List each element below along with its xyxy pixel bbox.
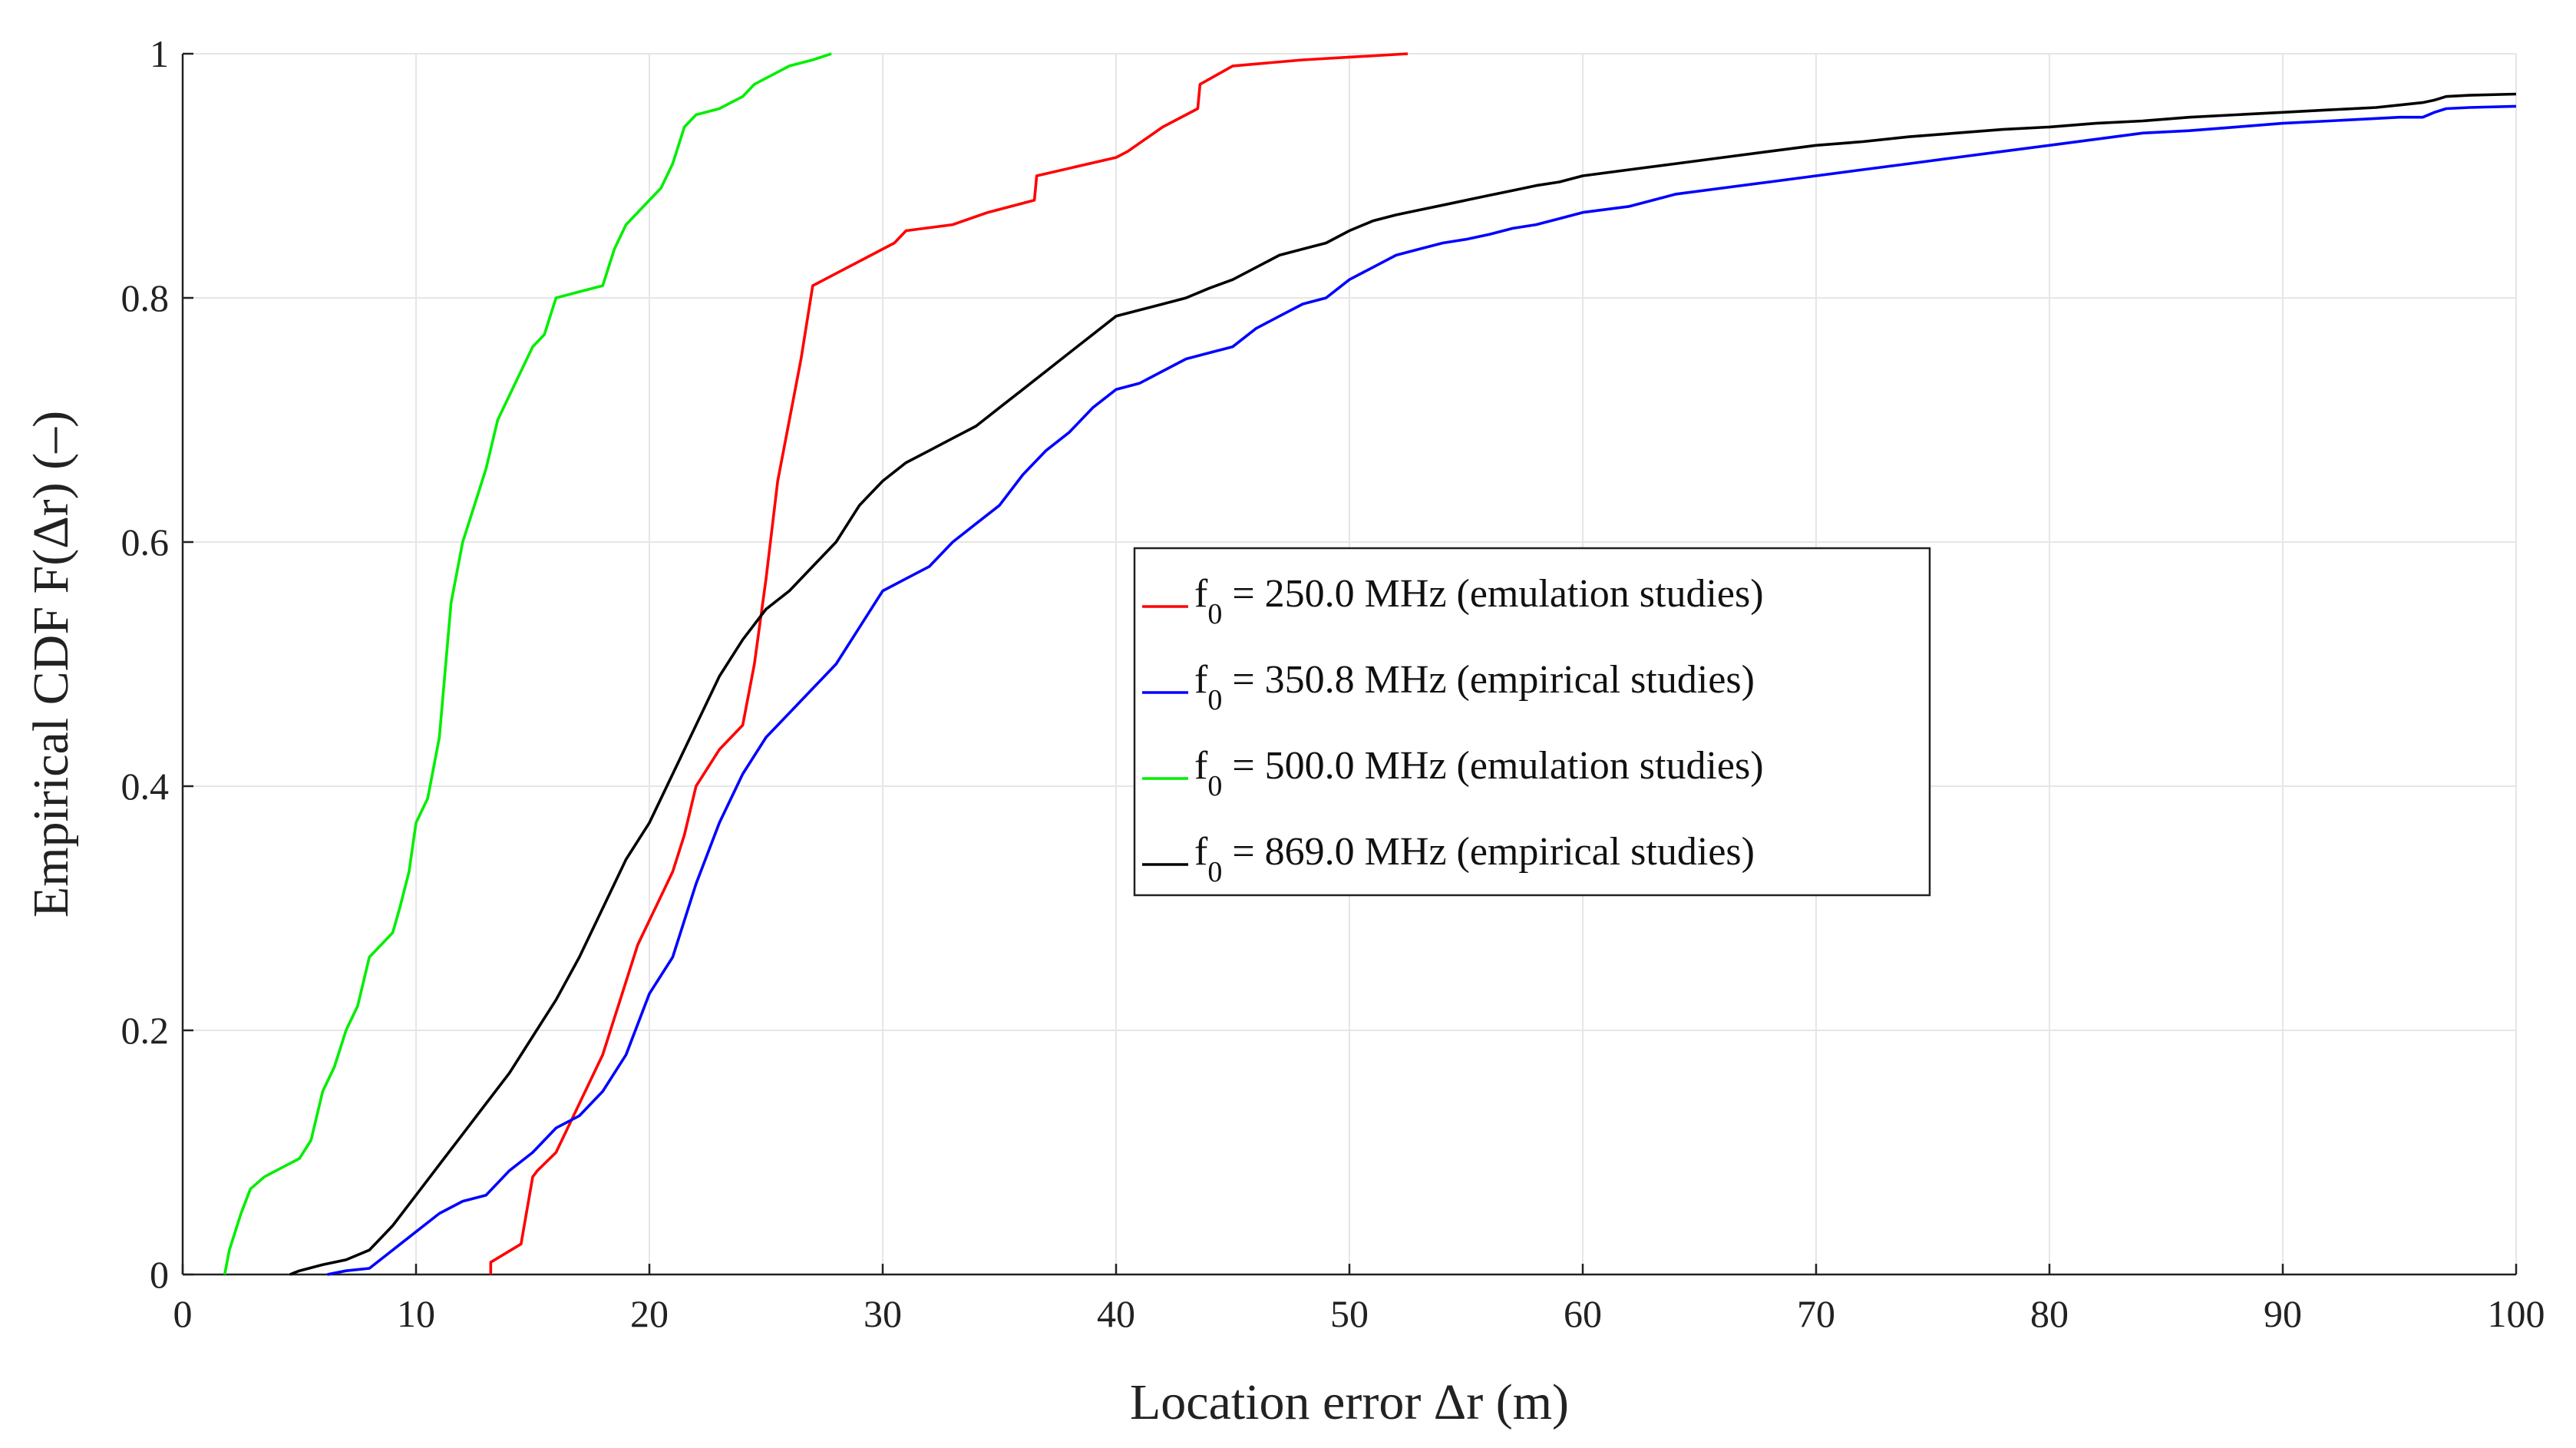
- legend-label-sub: 0: [1207, 684, 1222, 716]
- legend-label-sub: 0: [1207, 856, 1222, 888]
- y-tick-label: 0.6: [121, 521, 170, 564]
- x-tick-label: 90: [2264, 1292, 2302, 1335]
- series-line-2: [223, 52, 832, 1275]
- legend: f0 = 250.0 MHz (emulation studies)f0 = 3…: [1133, 547, 1931, 897]
- x-tick-label: 80: [2030, 1292, 2069, 1335]
- legend-label-0: f0 = 250.0 MHz (emulation studies): [1194, 572, 1764, 630]
- x-tick-label: 10: [397, 1292, 435, 1335]
- legend-label-main: f: [1194, 830, 1208, 874]
- series-line-1: [327, 104, 2517, 1276]
- legend-label-rest: = 250.0 MHz (emulation studies): [1222, 572, 1763, 616]
- legend-label-sub: 0: [1207, 598, 1222, 630]
- x-tick-label: 0: [173, 1292, 193, 1335]
- y-tick-label: 0.8: [121, 276, 170, 319]
- y-axis-title: Empirical CDF F(Δr) (–): [23, 411, 79, 917]
- x-tick-label: 60: [1564, 1292, 1602, 1335]
- legend-label-rest: = 500.0 MHz (emulation studies): [1222, 744, 1763, 788]
- axes: 0 10 20 30 40 50 60 70 80 90 100 0 0.2 0.4 0.6 0.8 1: [121, 32, 2545, 1335]
- x-tick-label: 100: [2488, 1292, 2545, 1335]
- legend-label-rest: = 350.8 MHz (empirical studies): [1222, 658, 1755, 702]
- legend-label-1: f0 = 350.8 MHz (empirical studies): [1194, 658, 1755, 716]
- y-tick-label: 1: [150, 32, 169, 75]
- legend-box: [1133, 547, 1931, 897]
- series-line-3: [289, 92, 2517, 1276]
- y-tick-label: 0.2: [121, 1009, 170, 1052]
- x-tick-label: 70: [1797, 1292, 1835, 1335]
- x-tick-label: 20: [630, 1292, 669, 1335]
- x-tick-label: 50: [1330, 1292, 1369, 1335]
- y-tick-label: 0.4: [121, 765, 170, 808]
- legend-label-rest: = 869.0 MHz (empirical studies): [1222, 830, 1755, 874]
- legend-label-3: f0 = 869.0 MHz (empirical studies): [1194, 830, 1755, 888]
- legend-label-sub: 0: [1207, 770, 1222, 802]
- series-line-0: [489, 52, 1409, 1274]
- x-tick-label: 40: [1097, 1292, 1135, 1335]
- x-tick-label: 30: [864, 1292, 902, 1335]
- legend-label-2: f0 = 500.0 MHz (emulation studies): [1194, 744, 1764, 802]
- legend-label-main: f: [1194, 658, 1208, 702]
- x-axis-title: Location error Δr (m): [1130, 1374, 1569, 1430]
- legend-label-main: f: [1194, 572, 1208, 616]
- legend-label-main: f: [1194, 744, 1208, 788]
- y-tick-label: 0: [150, 1253, 169, 1296]
- series-layer: [223, 52, 2517, 1276]
